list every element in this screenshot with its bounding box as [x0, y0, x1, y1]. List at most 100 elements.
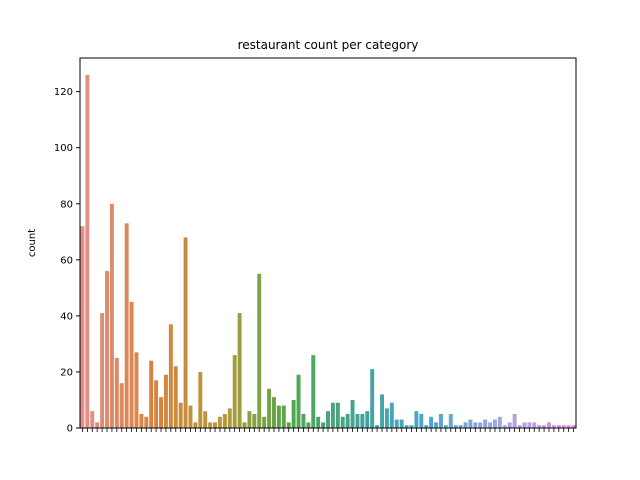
bar — [326, 411, 330, 428]
bar — [512, 413, 517, 428]
bar — [80, 226, 85, 428]
bar — [556, 425, 561, 428]
bar — [119, 383, 124, 428]
bar — [105, 271, 109, 428]
bar — [144, 416, 149, 428]
bar — [483, 419, 488, 428]
bar — [321, 422, 326, 428]
bar — [168, 324, 173, 428]
bar — [193, 422, 198, 428]
bar — [532, 422, 537, 428]
bar — [384, 408, 389, 428]
bar — [173, 366, 178, 428]
bar — [276, 405, 281, 428]
bar — [438, 413, 443, 428]
bar — [404, 425, 409, 428]
bar — [419, 413, 424, 428]
bar — [478, 422, 483, 428]
bar — [124, 223, 129, 428]
y-tick-label: 20 — [60, 367, 73, 378]
bar — [311, 355, 316, 428]
y-tick-label: 80 — [60, 199, 73, 210]
bar — [488, 422, 493, 428]
bar — [360, 413, 365, 428]
bar — [424, 425, 429, 428]
bar — [154, 380, 159, 428]
bar — [316, 416, 321, 428]
bar — [203, 411, 208, 428]
bar — [208, 422, 213, 428]
bar — [522, 422, 527, 428]
bar — [473, 422, 478, 428]
bar — [198, 371, 203, 428]
bar — [468, 419, 473, 428]
bar — [380, 394, 384, 428]
bar — [109, 203, 114, 428]
bar — [222, 413, 227, 428]
y-axis: 0 20 40 60 80 100 120 — [54, 87, 80, 435]
bar — [350, 399, 355, 428]
bar — [291, 399, 296, 428]
bar — [434, 422, 439, 428]
bar — [252, 413, 257, 428]
bar — [227, 408, 232, 428]
bar — [355, 413, 360, 428]
y-tick-label: 60 — [60, 255, 73, 266]
bar — [286, 422, 291, 428]
bar — [95, 422, 100, 428]
bar — [571, 425, 576, 428]
chart-title: restaurant count per category — [238, 38, 419, 52]
bar — [306, 422, 311, 428]
bar — [497, 416, 502, 428]
bar — [566, 425, 571, 428]
bar — [375, 425, 380, 428]
bar — [262, 416, 267, 428]
bar — [448, 413, 453, 428]
y-axis-label: count — [27, 229, 38, 257]
y-tick-label: 100 — [54, 143, 73, 154]
bars-group — [80, 74, 576, 428]
bar — [365, 411, 370, 428]
bar — [330, 402, 335, 428]
bar — [149, 360, 154, 428]
bar — [458, 425, 463, 428]
bar — [218, 416, 222, 428]
bar — [134, 352, 139, 428]
bar — [507, 422, 512, 428]
bar — [493, 419, 497, 428]
bar — [335, 402, 340, 428]
bar — [257, 273, 262, 428]
bar — [163, 374, 168, 428]
bar — [139, 413, 144, 428]
bar — [183, 237, 188, 428]
bar — [527, 422, 532, 428]
bar — [340, 416, 345, 428]
bar — [414, 411, 419, 428]
bar — [453, 425, 458, 428]
bar — [345, 413, 350, 428]
y-tick-label: 40 — [60, 311, 73, 322]
plot-frame — [79, 57, 577, 429]
bar — [213, 422, 218, 428]
bar — [188, 405, 193, 428]
bar — [409, 425, 414, 428]
x-axis — [82, 428, 574, 432]
bar — [399, 419, 404, 428]
bar — [129, 301, 134, 428]
bar — [242, 422, 247, 428]
bar — [159, 397, 163, 428]
bar — [232, 355, 237, 428]
bar — [178, 402, 183, 428]
y-tick-label: 0 — [67, 424, 73, 435]
bar — [272, 397, 276, 428]
bar — [296, 374, 301, 428]
bar — [537, 425, 542, 428]
y-tick-label: 120 — [54, 87, 73, 98]
bar — [551, 425, 556, 428]
bar — [547, 422, 551, 428]
bar — [237, 313, 242, 428]
bar — [100, 313, 105, 428]
bar — [90, 411, 95, 428]
bar — [429, 416, 434, 428]
